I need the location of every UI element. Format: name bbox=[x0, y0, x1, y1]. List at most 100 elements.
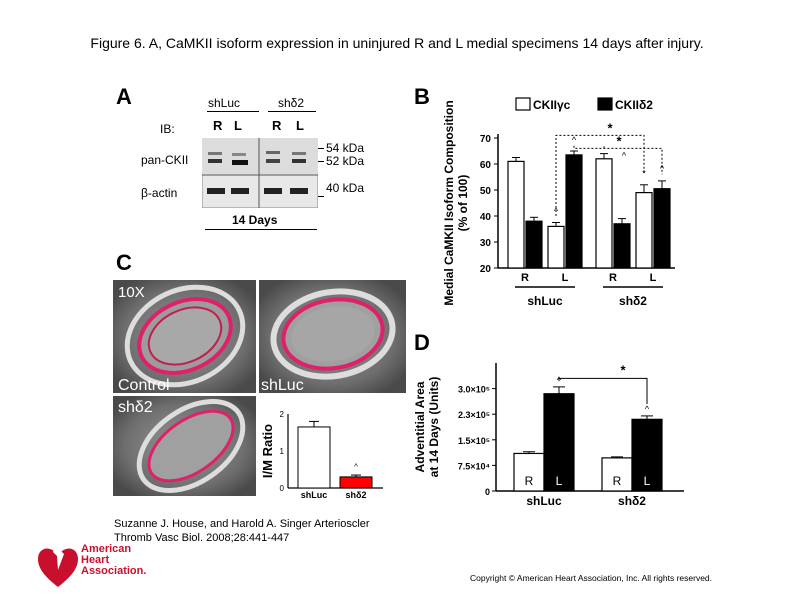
footer-underline bbox=[205, 229, 317, 230]
blot-image bbox=[202, 138, 318, 208]
bar bbox=[507, 160, 525, 269]
y-tick-label: 70 bbox=[480, 134, 492, 145]
aha-logo-line: Heart bbox=[81, 554, 110, 566]
sig-line bbox=[573, 145, 663, 175]
marker-54kda: 54 kDa bbox=[326, 141, 365, 155]
x-tick-label: R bbox=[609, 272, 617, 284]
y-tick-label: 40 bbox=[480, 212, 492, 223]
panel-b-label: B bbox=[414, 84, 430, 109]
y-tick-label: 0 bbox=[485, 487, 490, 497]
copyright: Copyright © American Heart Association, … bbox=[470, 573, 713, 583]
bar bbox=[601, 457, 633, 492]
bar-label: R bbox=[525, 474, 534, 488]
y-axis-label: I/M Ratio bbox=[260, 424, 275, 478]
y-tick-label: 1.5×10⁵ bbox=[458, 436, 490, 446]
sig-marker: * bbox=[607, 120, 613, 135]
bar bbox=[339, 476, 373, 489]
group-label: shLuc bbox=[526, 494, 562, 508]
panel-a-label: A bbox=[116, 84, 132, 109]
citation-line: Thromb Vasc Biol. 2008;28:441-447 bbox=[114, 532, 290, 544]
caption-shluc: shLuc bbox=[261, 377, 304, 394]
y-tick-label: 0 bbox=[280, 484, 285, 493]
y-tick-label: 20 bbox=[480, 264, 492, 275]
sig-marker: ^ bbox=[354, 462, 358, 471]
x-tick-label: L bbox=[650, 272, 657, 284]
panel-b-chart: 70 60 50 40 30 20 Medial CaMKII Isoform Compos… bbox=[442, 97, 675, 308]
group-label: shδ2 bbox=[619, 294, 647, 308]
sig-marker: * bbox=[616, 133, 622, 148]
sig-marker: * bbox=[620, 362, 626, 377]
lane-label: L bbox=[234, 118, 242, 133]
sig-marker: ^ bbox=[622, 150, 627, 160]
sig-marker: ^ bbox=[572, 135, 577, 145]
panel-d-chart: 3.0×10⁵ 2.3×10⁵ 1.5×10⁵ 7.5×10⁴ 0 Adventitial… bbox=[414, 362, 684, 508]
sig-line bbox=[555, 134, 645, 216]
group-label-shd2: shδ2 bbox=[278, 96, 305, 110]
y-tick-label: 50 bbox=[480, 186, 492, 197]
sig-line bbox=[558, 377, 648, 404]
panel-d-label: D bbox=[414, 330, 430, 355]
marker-tick bbox=[318, 148, 324, 149]
bar bbox=[613, 223, 631, 269]
y-axis-label: Adventitial Areaat 14 Days (Units) bbox=[414, 377, 441, 478]
aha-logo-line: Association. bbox=[81, 565, 147, 577]
caption-control: Control bbox=[118, 377, 170, 394]
legend-swatch bbox=[597, 97, 613, 111]
y-tick-label: 3.0×10⁵ bbox=[458, 385, 490, 395]
bar bbox=[297, 426, 331, 489]
figure-title: Figure 6. A, CaMKII isoform expression i… bbox=[90, 35, 704, 51]
bar bbox=[565, 154, 583, 269]
lane-label: R bbox=[272, 118, 282, 133]
legend-label: CKIIδ2 bbox=[615, 98, 653, 112]
group-label: shδ2 bbox=[618, 494, 646, 508]
sig-marker: * bbox=[642, 169, 646, 179]
bar bbox=[513, 452, 545, 492]
group-underline bbox=[207, 111, 259, 112]
y-axis-label: Medial CaMKII Isoform Composition(% of 1… bbox=[442, 100, 470, 305]
y-tick-label: 2 bbox=[280, 410, 285, 419]
magnification-label: 10X bbox=[118, 284, 145, 301]
aha-logo-line: American bbox=[81, 543, 132, 555]
legend-label: CKIIγc bbox=[533, 98, 571, 112]
y-tick-label: 30 bbox=[480, 238, 492, 249]
lane-label: R bbox=[213, 118, 223, 133]
bar bbox=[653, 188, 671, 269]
y-tick-label: 1 bbox=[280, 447, 285, 456]
x-tick-label: shδ2 bbox=[346, 490, 367, 500]
x-tick-label: shLuc bbox=[301, 490, 328, 500]
bar bbox=[635, 191, 653, 269]
panel-c-label: C bbox=[116, 250, 132, 275]
sig-marker: ^ bbox=[554, 206, 559, 216]
marker-52kda: 52 kDa bbox=[326, 154, 365, 168]
group-label: shLuc bbox=[527, 294, 563, 308]
x-tick-label: R bbox=[521, 272, 529, 284]
group-underline bbox=[268, 111, 316, 112]
marker-40kda: 40 kDa bbox=[326, 181, 365, 195]
citation-line: Suzanne J. House, and Harold A. Singer A… bbox=[114, 518, 370, 530]
heart-torch-icon bbox=[38, 542, 78, 587]
bar bbox=[525, 220, 543, 269]
panel-c-micrographs bbox=[113, 280, 406, 496]
y-tick-label: 2.3×10⁵ bbox=[458, 410, 490, 420]
bar-label: L bbox=[556, 474, 563, 488]
marker-tick bbox=[318, 196, 324, 197]
row-label-pan-ckii: pan-CKII bbox=[141, 153, 189, 167]
bar bbox=[631, 418, 663, 492]
y-tick-label: 60 bbox=[480, 160, 492, 171]
blot-footer: 14 Days bbox=[232, 213, 278, 227]
bar-label: R bbox=[613, 474, 622, 488]
bar bbox=[547, 225, 565, 269]
caption-shd2: shδ2 bbox=[118, 399, 153, 416]
bar-label: L bbox=[644, 474, 651, 488]
citation: Suzanne J. House, and Harold A. Singer A… bbox=[114, 517, 370, 545]
sig-marker: ^ bbox=[660, 163, 665, 173]
y-tick-label: 7.5×10⁴ bbox=[458, 461, 490, 471]
group-label-shluc: shLuc bbox=[208, 96, 241, 110]
row-label-beta-actin: β-actin bbox=[141, 186, 178, 200]
aha-logo: American Heart Association. bbox=[36, 540, 146, 593]
panel-c-inset-chart: 2 1 0 I/M Ratio shLuc shδ2 ^ bbox=[260, 410, 383, 500]
lane-label: L bbox=[296, 118, 304, 133]
ib-label: IB: bbox=[160, 122, 175, 136]
x-tick-label: L bbox=[562, 272, 569, 284]
sig-marker: ^ bbox=[645, 404, 650, 414]
